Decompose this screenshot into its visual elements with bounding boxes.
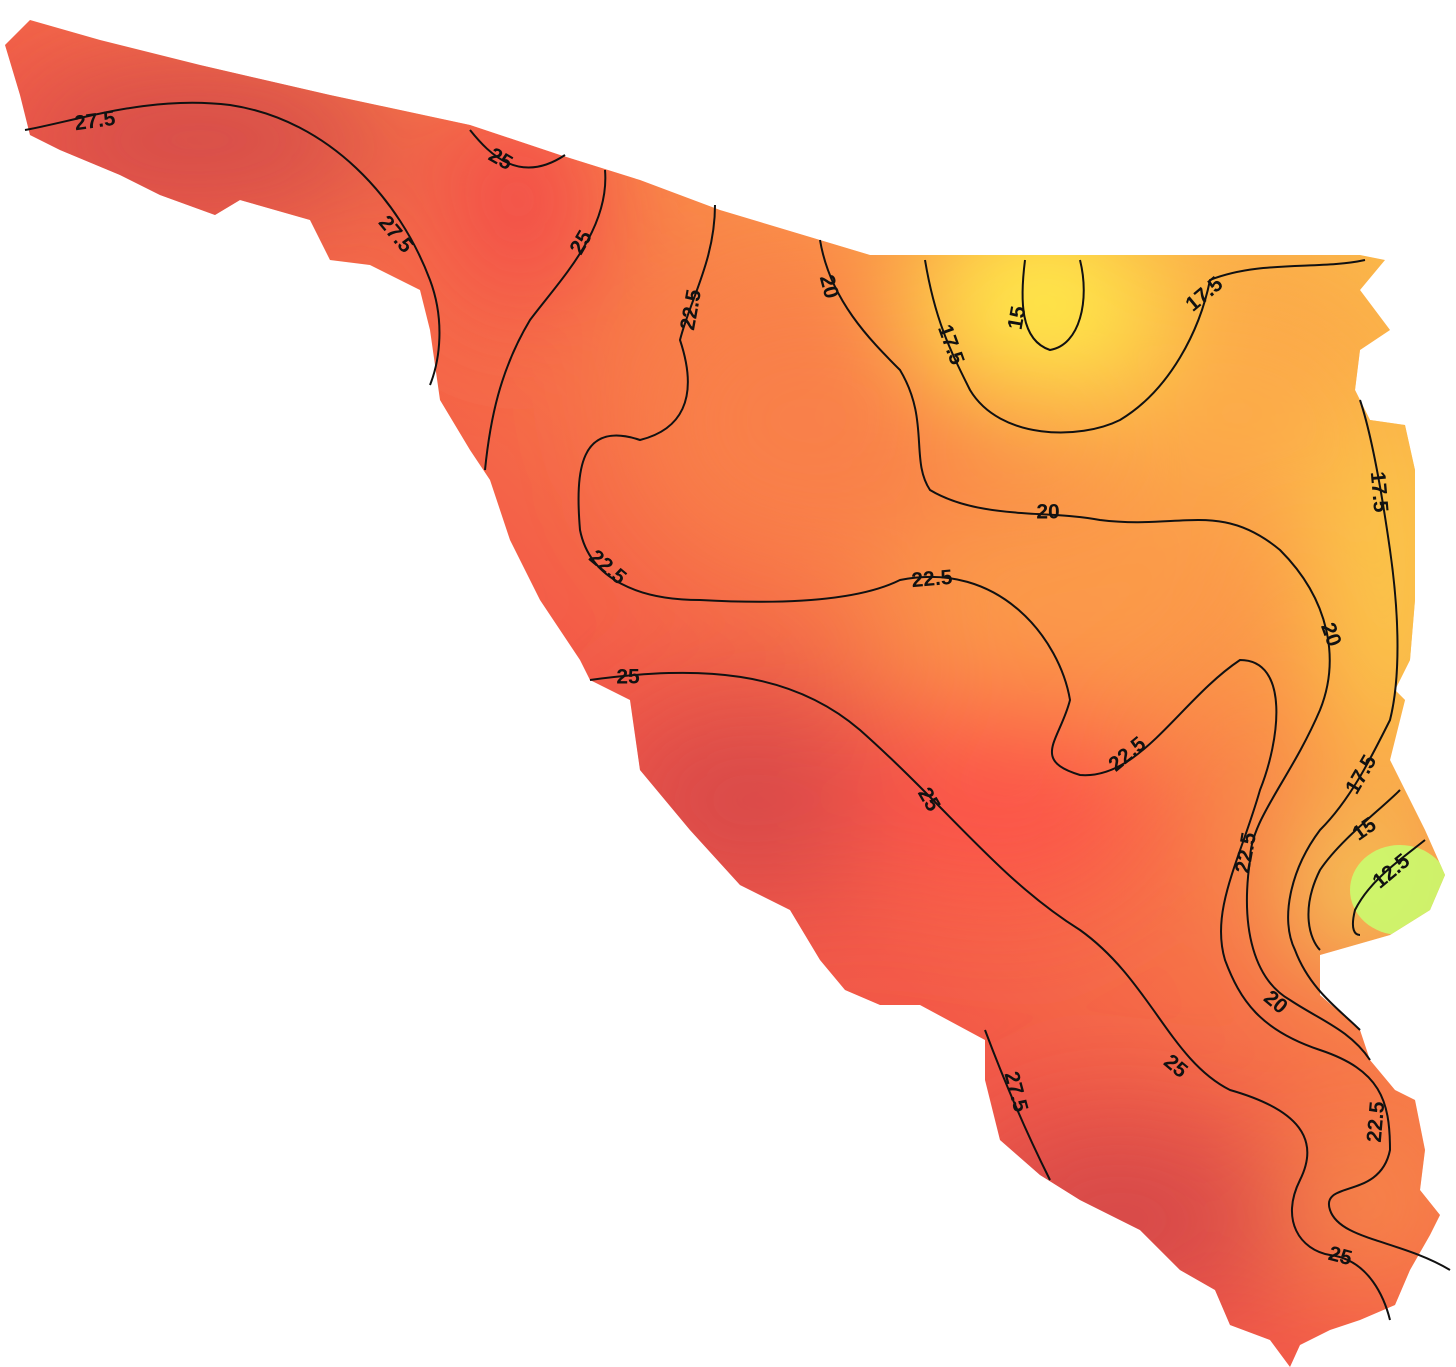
contour-line — [24, 101, 441, 386]
contour-line — [589, 671, 1391, 1321]
contour-label: 22.5 — [1363, 1100, 1390, 1143]
contour-line — [1307, 789, 1401, 951]
contour-label: 22.5 — [911, 566, 954, 593]
contour-line — [984, 1029, 1051, 1181]
contour-line — [484, 169, 607, 471]
contour-label: 27.5 — [73, 107, 117, 136]
contour-line — [577, 204, 1451, 1271]
contour-line — [1287, 399, 1399, 1031]
contour-line — [469, 129, 566, 169]
contour-label: 25 — [616, 666, 640, 689]
contour-label: 20 — [1036, 501, 1059, 524]
contour-line — [924, 259, 1366, 434]
contour-line — [1021, 259, 1085, 352]
contour-line — [1351, 839, 1426, 936]
contour-lines — [24, 101, 1451, 1321]
contour-label: 15 — [1004, 304, 1031, 331]
contour-label: 17.5 — [1366, 471, 1393, 514]
contour-line — [819, 239, 1371, 1061]
